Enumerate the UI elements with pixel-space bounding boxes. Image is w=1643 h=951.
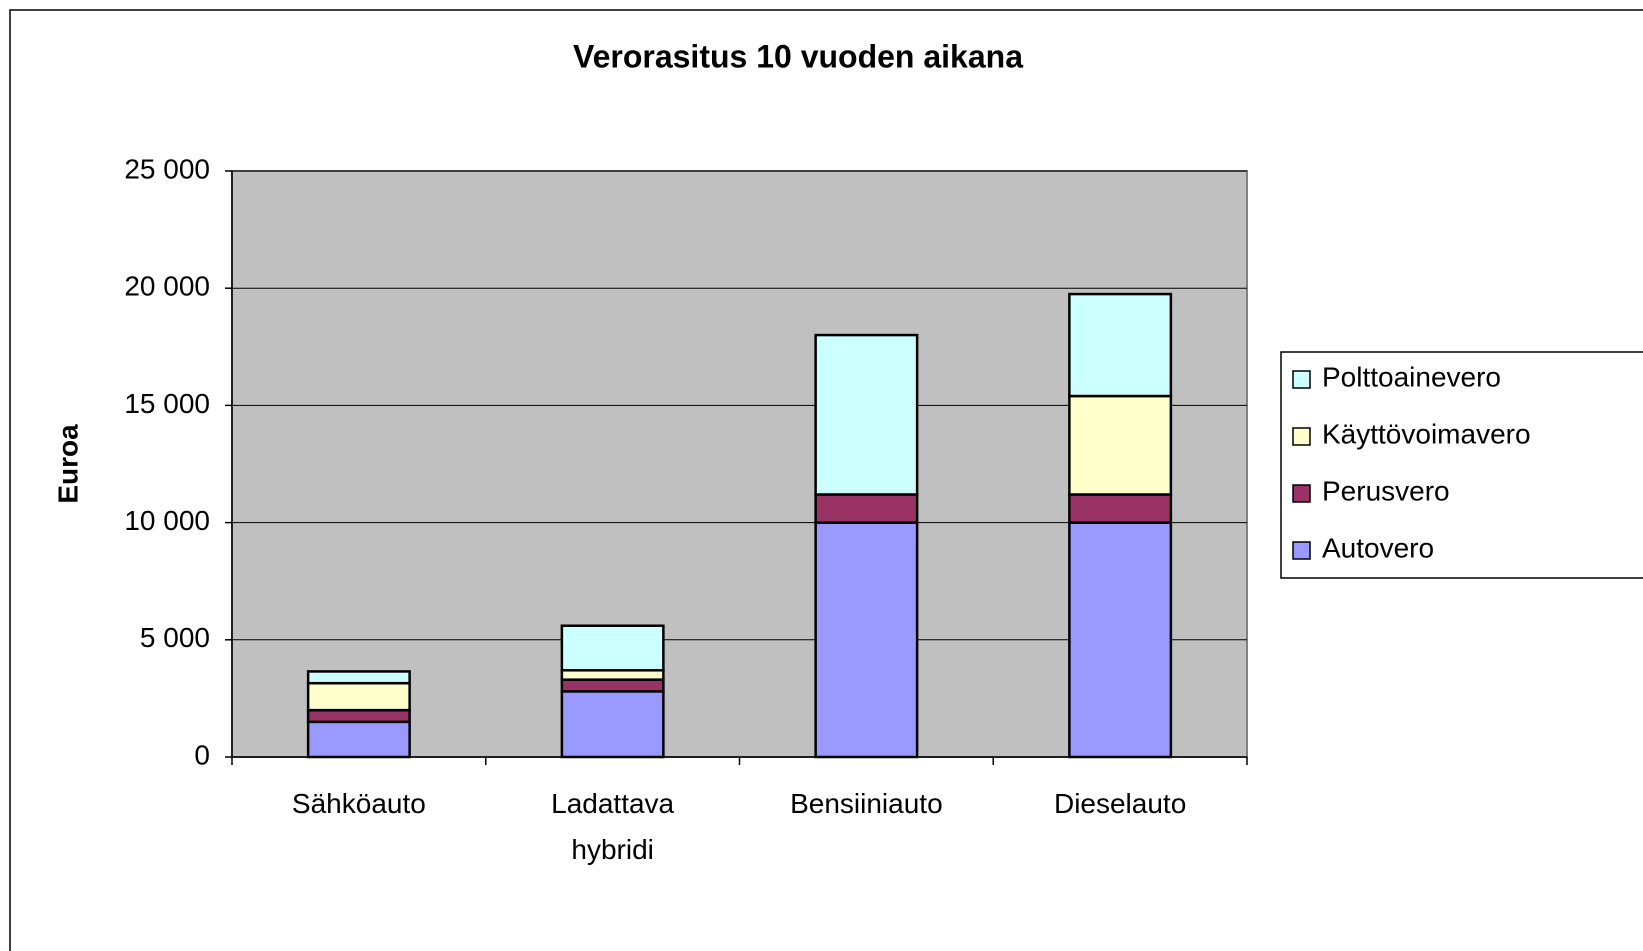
- bar-segment: [1068, 493, 1173, 524]
- bar-segment: [306, 720, 411, 759]
- chart-title: Verorasitus 10 vuoden aikana: [573, 38, 1023, 74]
- bar-segment: [560, 669, 665, 681]
- y-axis-label: Euroa: [52, 424, 83, 504]
- legend-swatch: [1292, 541, 1311, 560]
- legend-label: Autovero: [1322, 532, 1434, 563]
- y-tick-label: 15 000: [124, 388, 210, 419]
- bar-segment: [306, 681, 411, 712]
- bar-segment: [814, 493, 919, 524]
- bar-segment: [306, 708, 411, 724]
- bar-segment: [814, 333, 919, 496]
- x-tick-label: Dieselauto: [1053, 788, 1187, 819]
- y-tick-label: 0: [194, 739, 210, 770]
- legend-swatch: [1292, 484, 1311, 503]
- bar-segment: [1068, 394, 1173, 496]
- bar-segment: [1068, 521, 1173, 759]
- bar-segment: [560, 624, 665, 672]
- y-tick-label: 20 000: [124, 271, 210, 302]
- legend-box: [1280, 351, 1643, 579]
- x-tick-label: Ladattava hybridi: [551, 788, 675, 865]
- x-tick-label: Bensiiniauto: [790, 788, 943, 819]
- legend-swatch: [1292, 370, 1311, 389]
- bar-segment: [560, 678, 665, 693]
- x-tick-label: Sähköauto: [291, 788, 426, 819]
- y-tick-label: 10 000: [124, 505, 210, 536]
- legend-label: Polttoainevero: [1322, 361, 1501, 392]
- legend-label: Perusvero: [1322, 475, 1450, 506]
- y-tick-label: 25 000: [124, 153, 210, 184]
- legend-swatch: [1292, 427, 1311, 446]
- legend-label: Käyttövoimavero: [1322, 418, 1531, 449]
- bar-segment: [814, 521, 919, 759]
- bar-segment: [1068, 292, 1173, 398]
- bar-segment: [560, 690, 665, 759]
- bar-segment: [306, 670, 411, 685]
- y-tick-label: 5 000: [140, 622, 210, 653]
